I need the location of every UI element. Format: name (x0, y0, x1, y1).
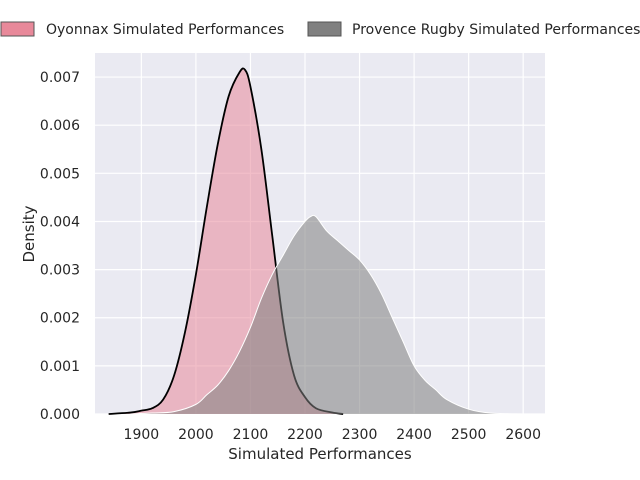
y-tick-label: 0.001 (40, 359, 80, 375)
y-axis-label: Density (20, 205, 38, 262)
legend-swatch-oyonnax (0, 21, 35, 37)
density-areas (108, 67, 524, 415)
density-area-series-0 (108, 68, 344, 414)
density-line-series-1 (130, 214, 524, 415)
x-tick-label: 2000 (178, 427, 214, 443)
y-tick-label: 0.007 (40, 70, 80, 86)
y-tick-label: 0.004 (40, 214, 80, 230)
y-tick-labels: 0.000 0.001 0.002 0.003 0.004 0.005 0.006 0.007 (40, 70, 80, 423)
legend-label-provence: Provence Rugby Simulated Performances (352, 22, 640, 38)
x-axis-label: Simulated Performances (228, 445, 412, 463)
x-tick-labels: 1900 2000 2100 2200 2300 2400 2500 2600 (124, 427, 541, 443)
x-tick-label: 2200 (287, 427, 323, 443)
x-tick-label: 2600 (505, 427, 541, 443)
x-tick-label: 2400 (396, 427, 432, 443)
legend-swatch-provence (307, 21, 342, 37)
x-tick-label: 1900 (124, 427, 160, 443)
x-tick-label: 2300 (342, 427, 378, 443)
y-tick-label: 0.003 (40, 263, 80, 279)
y-tick-label: 0.000 (40, 407, 80, 423)
density-area-series-1 (130, 215, 524, 414)
y-tick-label: 0.006 (40, 118, 80, 134)
legend-label-oyonnax: Oyonnax Simulated Performances (46, 22, 284, 38)
x-tick-label: 2100 (233, 427, 269, 443)
x-tick-label: 2500 (451, 427, 487, 443)
y-tick-label: 0.002 (40, 311, 80, 327)
legend: Oyonnax Simulated Performances Provence … (0, 21, 640, 38)
y-tick-label: 0.005 (40, 166, 80, 182)
